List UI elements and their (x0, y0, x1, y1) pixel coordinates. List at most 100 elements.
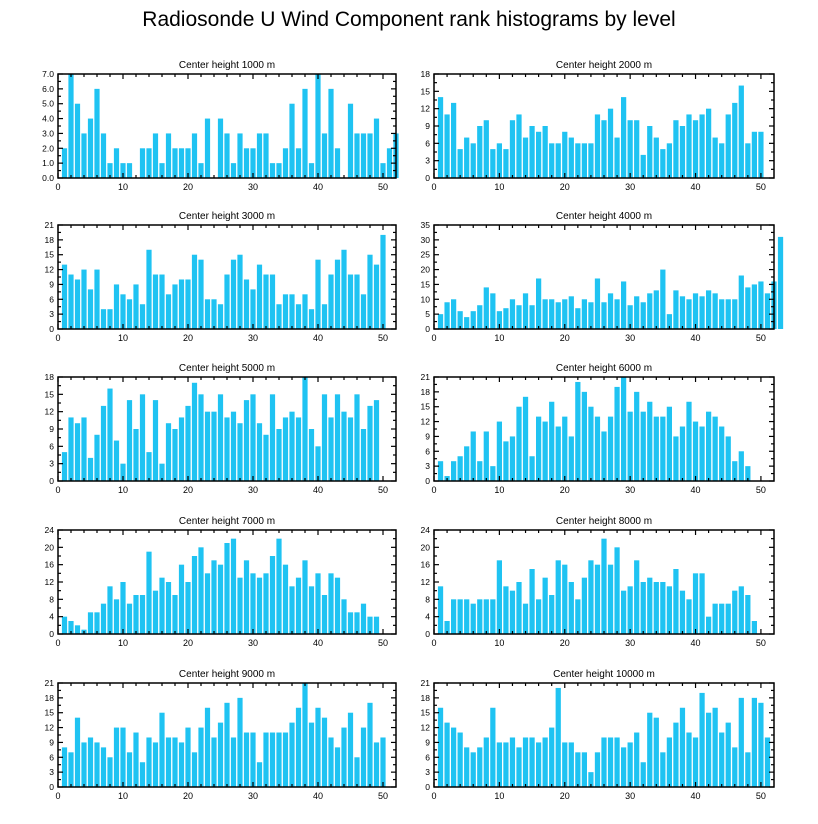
bar (256, 762, 263, 787)
bar (536, 599, 542, 634)
x-tick-label: 30 (248, 791, 258, 801)
bar (692, 293, 699, 329)
bar (302, 683, 308, 787)
bar (503, 586, 509, 634)
y-tick-label: 12 (45, 265, 55, 275)
bar (555, 302, 561, 329)
bar (588, 302, 594, 329)
bar (470, 752, 476, 787)
y-tick-label: 12 (421, 723, 431, 733)
bar (269, 394, 276, 481)
bar (74, 279, 81, 329)
bar (562, 416, 568, 481)
x-tick-label: 10 (494, 485, 504, 495)
bar (68, 274, 74, 329)
bar (712, 603, 718, 634)
bar (81, 742, 87, 787)
x-tick-label: 30 (625, 638, 635, 648)
bar (126, 603, 133, 634)
bar (282, 148, 289, 178)
x-tick-label: 50 (756, 638, 766, 648)
bar (120, 163, 126, 178)
bar (100, 405, 107, 481)
bar (536, 131, 542, 178)
bar (191, 556, 198, 634)
bar (437, 586, 444, 634)
bar (725, 603, 731, 634)
bar (738, 451, 744, 481)
bar (289, 586, 295, 634)
y-tick-label: 0 (49, 476, 54, 486)
bar (198, 727, 204, 787)
bar (341, 727, 347, 787)
bar (74, 625, 81, 634)
x-tick-label: 20 (183, 485, 193, 495)
bar (360, 429, 367, 481)
bar (373, 616, 380, 634)
bar (139, 148, 146, 178)
bar (354, 757, 360, 787)
bar (745, 752, 751, 787)
bar (178, 148, 185, 178)
histogram-panel-4: Center height 4000 m 0 5 10 15 20 25 30 35 0 10 20 3… (421, 211, 784, 343)
bar (87, 737, 94, 787)
bar (61, 264, 68, 329)
bar (457, 599, 463, 634)
histogram-panel-3: Center height 3000 m 0 3 6 9 12 15 18 21 0 10 20 30 4… (45, 211, 397, 343)
bar (601, 120, 607, 178)
bar (640, 582, 646, 634)
y-tick-label: 8 (49, 594, 54, 604)
bar (516, 406, 522, 481)
bar (87, 457, 94, 481)
bar (243, 560, 250, 634)
y-tick-label: 7.0 (42, 69, 54, 79)
bar (594, 416, 601, 481)
bar (706, 108, 712, 178)
bar (250, 573, 256, 634)
bar (745, 143, 751, 178)
bar (328, 417, 334, 481)
bar (224, 702, 230, 787)
y-tick-label: 9 (425, 737, 430, 747)
bar (217, 118, 224, 178)
bar (653, 582, 659, 634)
bar (94, 434, 100, 481)
y-tick-label: 3 (49, 309, 54, 319)
bar (250, 394, 256, 481)
bar (758, 131, 764, 178)
bar (673, 569, 679, 634)
bar (263, 732, 269, 787)
bar (276, 429, 282, 481)
bar (732, 299, 738, 329)
y-tick-label: 0 (425, 629, 430, 639)
x-tick-label: 0 (55, 638, 60, 648)
bar (536, 416, 542, 481)
y-tick-label: 0 (49, 782, 54, 792)
bar (490, 707, 496, 787)
x-tick-label: 0 (431, 333, 436, 343)
bar (673, 120, 679, 178)
bar (483, 431, 489, 481)
bar (673, 722, 679, 787)
y-tick-label: 15 (45, 389, 55, 399)
bar (706, 411, 712, 481)
bar (295, 304, 302, 329)
x-tick-label: 40 (313, 333, 323, 343)
x-tick-label: 30 (248, 485, 258, 495)
bar (230, 538, 237, 634)
bar (509, 299, 516, 329)
bar (496, 742, 502, 787)
x-tick-label: 10 (118, 333, 128, 343)
bar (341, 249, 347, 329)
bar (263, 274, 269, 329)
bar (451, 102, 457, 178)
bar (289, 103, 295, 178)
bar (100, 603, 107, 634)
y-tick-label: 0.0 (42, 173, 54, 183)
bar (647, 577, 653, 634)
bar (542, 421, 548, 481)
bar (444, 302, 450, 329)
bar (328, 88, 334, 178)
bar (315, 259, 321, 329)
bar (516, 305, 522, 329)
